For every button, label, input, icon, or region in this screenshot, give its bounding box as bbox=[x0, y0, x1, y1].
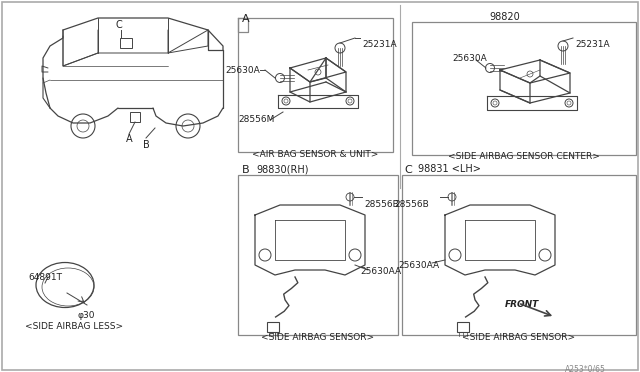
Bar bbox=[120, 38, 132, 48]
Bar bbox=[238, 18, 393, 152]
Bar bbox=[456, 322, 468, 332]
Text: 64891T: 64891T bbox=[28, 273, 62, 282]
Text: φ30: φ30 bbox=[77, 311, 95, 320]
Bar bbox=[267, 322, 278, 332]
Text: <AIR BAG SENSOR & UNIT>: <AIR BAG SENSOR & UNIT> bbox=[252, 150, 378, 159]
Text: <SIDE AIRBAG SENSOR>: <SIDE AIRBAG SENSOR> bbox=[463, 333, 575, 342]
Text: A: A bbox=[126, 134, 132, 144]
Bar bbox=[130, 112, 140, 122]
Text: 98831 <LH>: 98831 <LH> bbox=[418, 164, 481, 174]
Text: 25231A: 25231A bbox=[362, 40, 397, 49]
Bar bbox=[238, 175, 398, 335]
Text: A: A bbox=[242, 14, 250, 24]
Text: A253*0/65: A253*0/65 bbox=[565, 365, 606, 372]
Text: 28556B: 28556B bbox=[364, 200, 399, 209]
Text: 98820: 98820 bbox=[490, 12, 520, 22]
Bar bbox=[402, 175, 636, 335]
Text: 25231A: 25231A bbox=[575, 40, 610, 49]
Text: <SIDE AIRBAG LESS>: <SIDE AIRBAG LESS> bbox=[25, 322, 123, 331]
Text: 25630A: 25630A bbox=[452, 54, 487, 63]
Text: C: C bbox=[116, 20, 123, 30]
Text: <SIDE AIRBAG SENSOR>: <SIDE AIRBAG SENSOR> bbox=[261, 333, 374, 342]
Text: 28556B: 28556B bbox=[394, 200, 429, 209]
Text: B: B bbox=[242, 165, 250, 175]
Text: 28556M: 28556M bbox=[238, 115, 275, 124]
Text: C: C bbox=[404, 165, 412, 175]
Text: 98830(RH): 98830(RH) bbox=[256, 164, 308, 174]
Text: 25630AA: 25630AA bbox=[398, 261, 439, 270]
Text: <SIDE AIRBAG SENSOR CENTER>: <SIDE AIRBAG SENSOR CENTER> bbox=[448, 152, 600, 161]
Text: B: B bbox=[143, 140, 150, 150]
Text: FRONT: FRONT bbox=[505, 300, 540, 309]
Text: 25630A: 25630A bbox=[225, 66, 260, 75]
Bar bbox=[412, 22, 636, 155]
Text: 25630AA: 25630AA bbox=[360, 267, 401, 276]
